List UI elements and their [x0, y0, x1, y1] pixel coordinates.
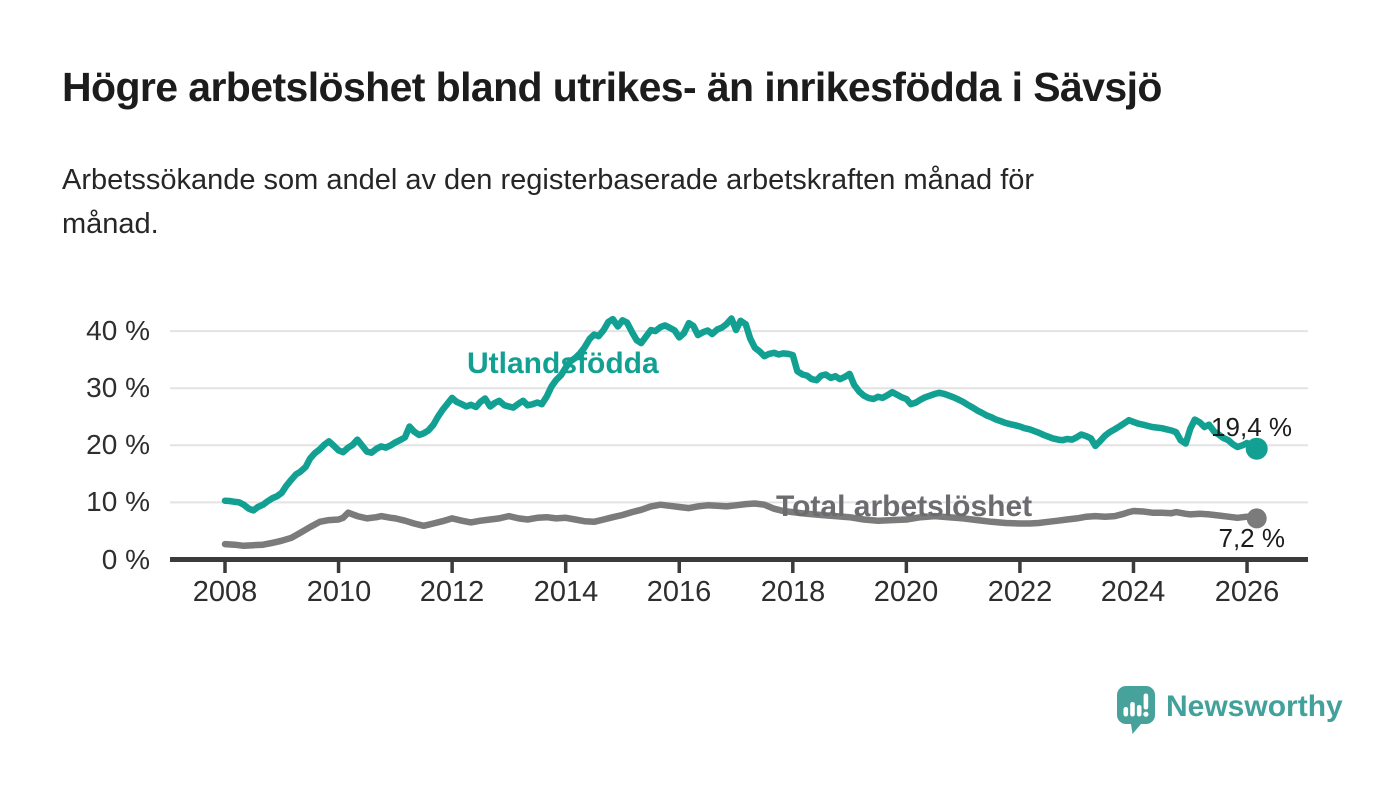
end-point-dot: [1245, 437, 1268, 460]
line-series-total-arbetsl-shet: [221, 500, 1260, 550]
x-axis-label: 2012: [419, 576, 485, 608]
newsworthy-bubble-chart-icon: [1117, 686, 1155, 734]
y-axis-label: 40 %: [86, 315, 150, 346]
x-axis-label: 2020: [873, 576, 939, 608]
subtitle-line-1: Arbetssökande som andel av den registerb…: [62, 164, 1035, 196]
newsworthy-wordmark: Newsworthy: [1166, 690, 1343, 723]
y-axis-label: 30 %: [86, 372, 150, 403]
end-point-dot: [1246, 508, 1267, 529]
x-axis-label: 2016: [646, 576, 712, 608]
x-axis-label: 2024: [1100, 576, 1166, 608]
x-axis-label: 2026: [1214, 576, 1280, 608]
series-label-utlandsfodda: Utlandsfödda: [467, 347, 659, 380]
line-series-utlandsf-dda: [221, 315, 1260, 514]
page-subtitle: Arbetssökande som andel av den registerb…: [62, 158, 1282, 246]
x-axis-label: 2022: [987, 576, 1053, 608]
x-axis-label: 2014: [533, 576, 599, 608]
page-title: Högre arbetslöshet bland utrikes- än inr…: [62, 64, 1162, 110]
subtitle-line-2: månad.: [62, 208, 159, 240]
x-axis-label: 2008: [192, 576, 258, 608]
series-label-total-arbetsloshet: Total arbetslöshet: [776, 490, 1033, 523]
y-axis-label: 0 %: [101, 544, 150, 575]
y-axis-label: 20 %: [86, 429, 150, 460]
x-axis-label: 2018: [760, 576, 826, 608]
y-axis-label: 10 %: [86, 486, 150, 517]
newsworthy-logo: Newsworthy: [1117, 686, 1343, 734]
x-axis-label: 2010: [306, 576, 372, 608]
end-value-label-utlandsfodda: 19,4 %: [1211, 412, 1292, 442]
end-value-label-total: 7,2 %: [1218, 523, 1286, 553]
